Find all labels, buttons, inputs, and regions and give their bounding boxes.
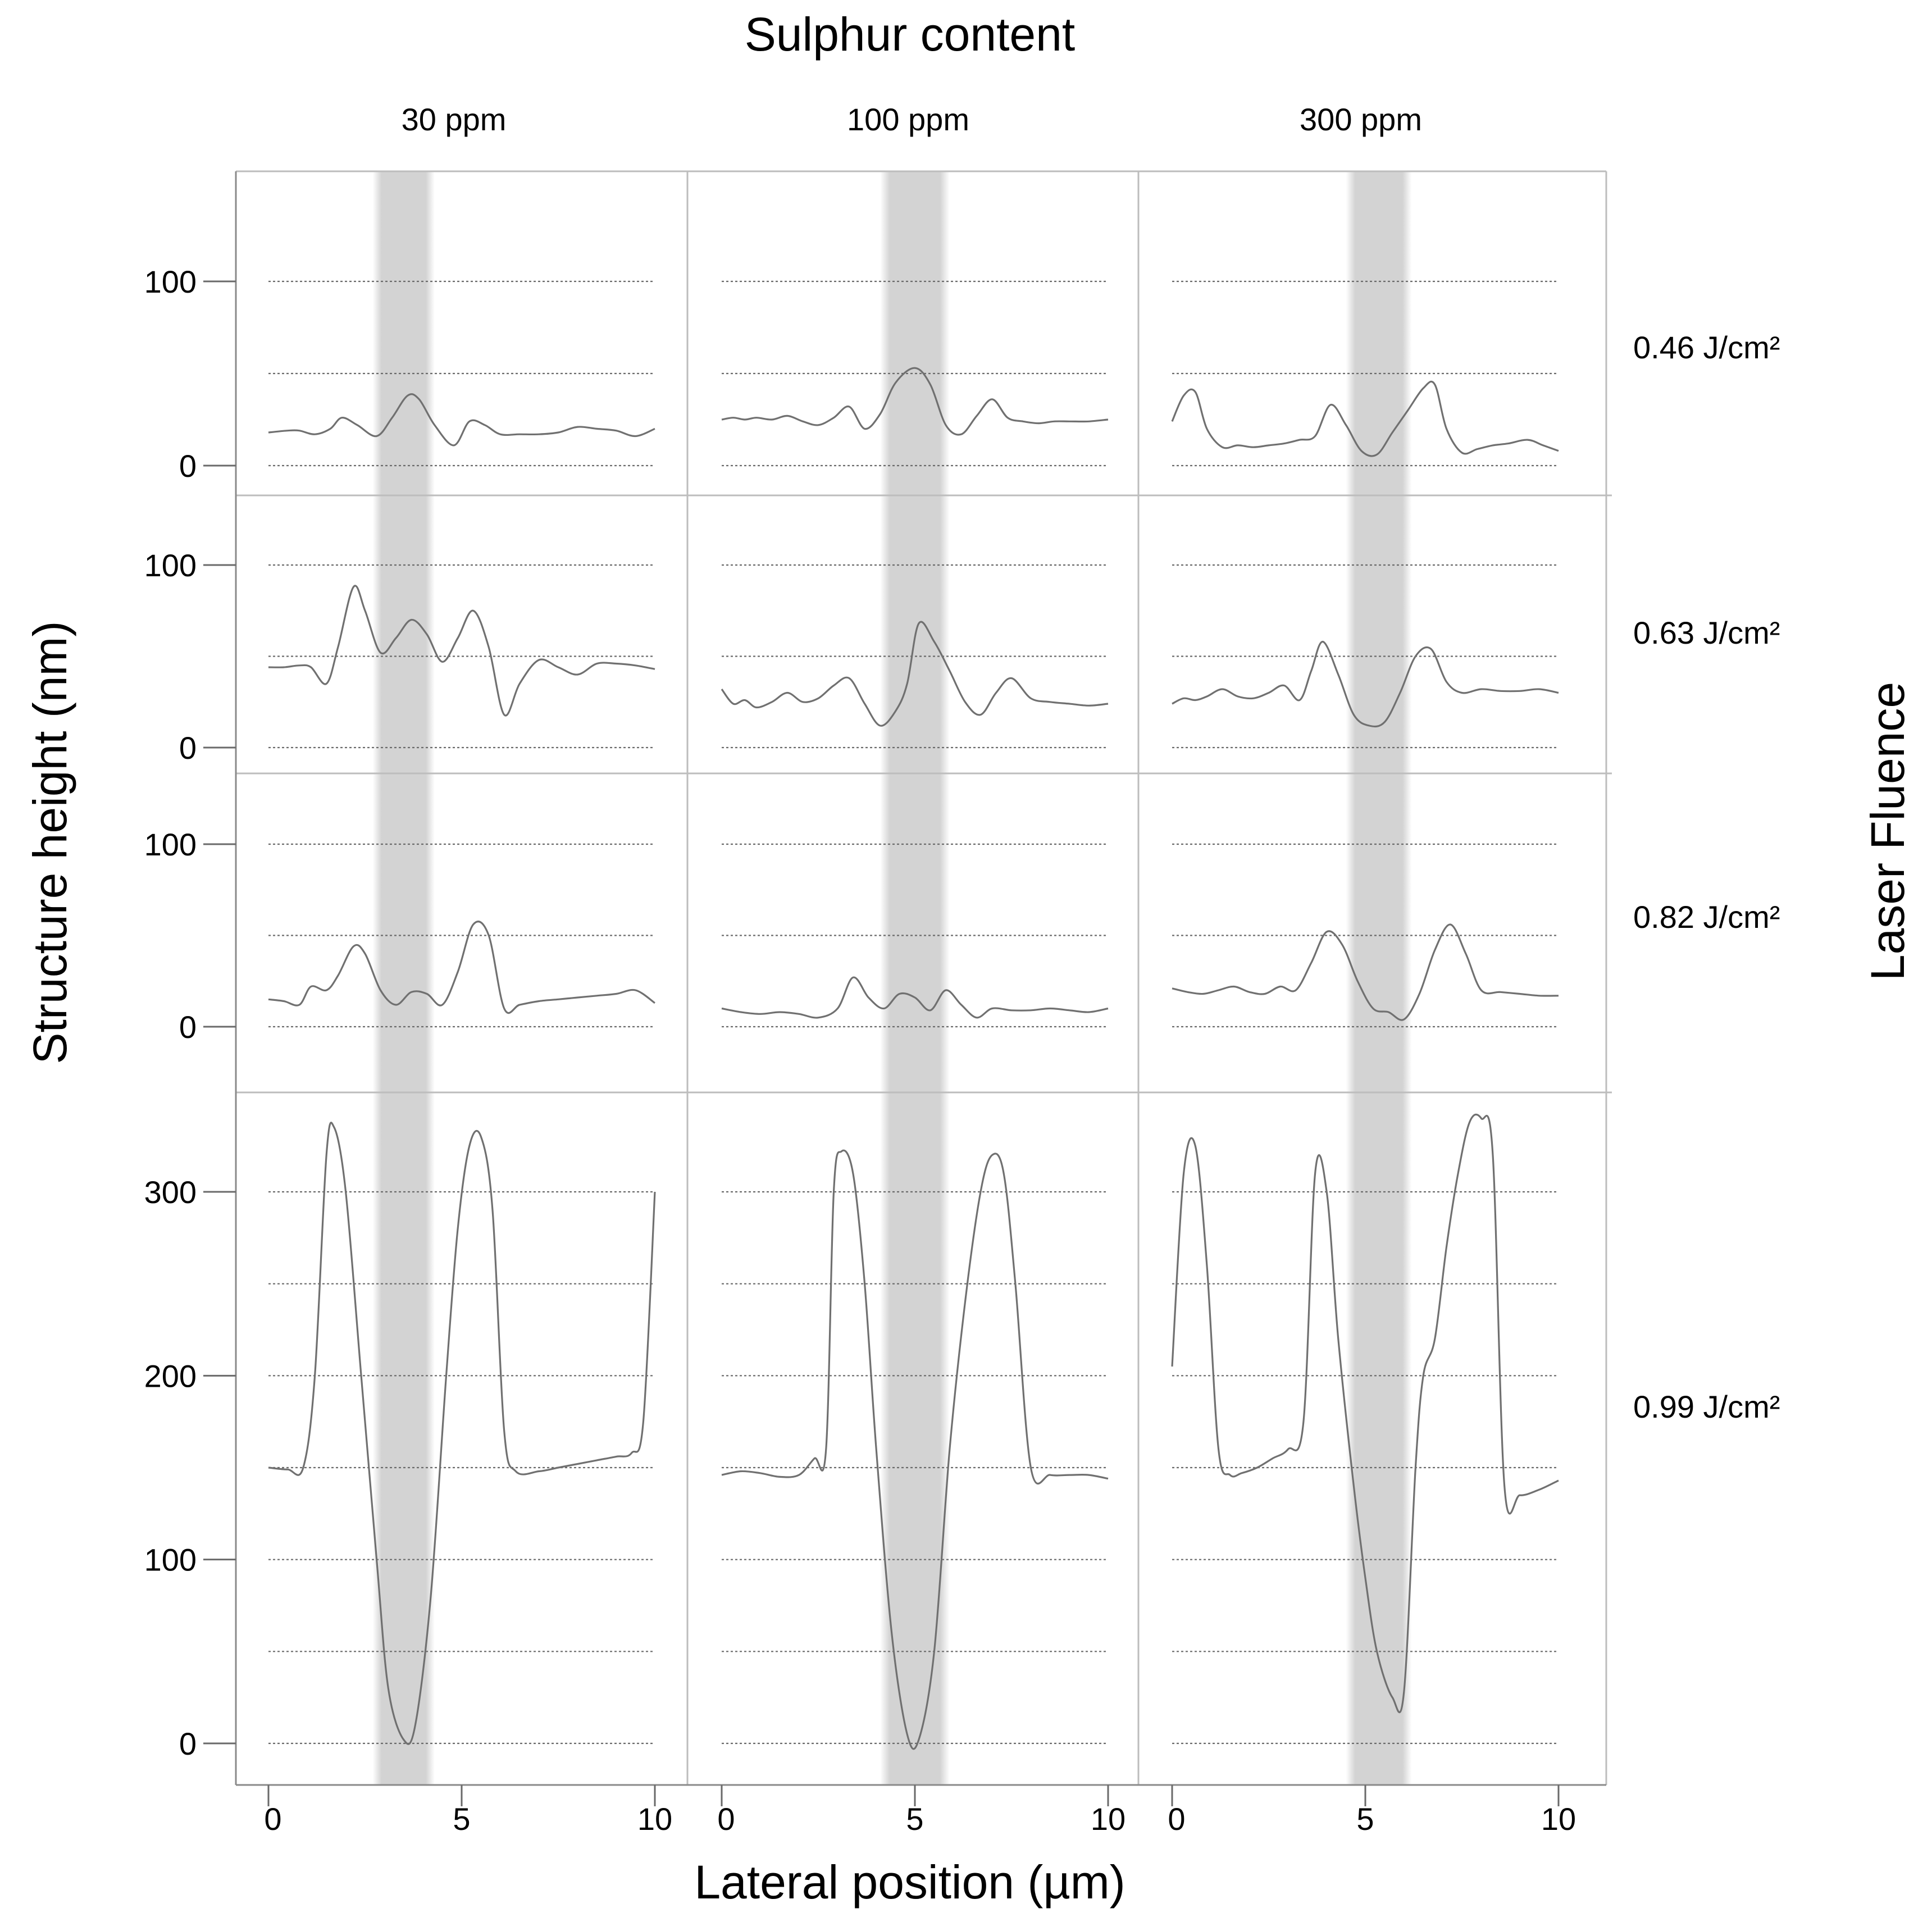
profile-line-r1-c2 xyxy=(721,367,1109,436)
x-tick-label: 10 xyxy=(1091,1801,1126,1837)
row-label: 0.63 J/cm² xyxy=(1633,615,1780,650)
x-tick-label: 0 xyxy=(264,1801,281,1837)
y-tick-label: 100 xyxy=(144,827,197,862)
x-tick-label: 10 xyxy=(637,1801,672,1837)
x-axis-title: Lateral position (µm) xyxy=(694,1856,1125,1909)
y-tick-label: 0 xyxy=(179,1009,197,1045)
y-axis-title: Structure height (nm) xyxy=(24,621,76,1064)
row-label: 0.82 J/cm² xyxy=(1633,899,1780,935)
column-header: 300 ppm xyxy=(1300,102,1422,137)
x-tick-label: 0 xyxy=(717,1801,735,1837)
profile-line-r4-c1 xyxy=(268,1122,656,1745)
column-header: 30 ppm xyxy=(402,102,507,137)
profile-line-r2-c3 xyxy=(1172,640,1559,728)
y-tick-label: 100 xyxy=(144,548,197,583)
col-axis-title: Sulphur content xyxy=(745,8,1075,61)
y-tick-label: 200 xyxy=(144,1358,197,1393)
x-tick-label: 5 xyxy=(906,1801,923,1837)
row-label: 0.99 J/cm² xyxy=(1633,1389,1780,1424)
profile-line-r3-c2 xyxy=(721,976,1109,1019)
x-tick-label: 10 xyxy=(1541,1801,1576,1837)
y-tick-label: 100 xyxy=(144,264,197,299)
y-tick-label: 0 xyxy=(179,730,197,766)
profile-line-r4-c3 xyxy=(1171,1113,1559,1714)
row-label: 0.46 J/cm² xyxy=(1633,330,1780,365)
x-tick-label: 5 xyxy=(453,1801,470,1837)
shaded-band-2 xyxy=(880,171,950,1785)
x-tick-label: 0 xyxy=(1168,1801,1185,1837)
x-tick-label: 5 xyxy=(1356,1801,1374,1837)
shaded-bands xyxy=(372,171,1412,1785)
profile-line-r3-c3 xyxy=(1172,923,1559,1021)
profile-line-r1-c3 xyxy=(1171,380,1559,457)
y-tick-label: 0 xyxy=(179,1726,197,1761)
panel-frame xyxy=(235,170,1612,1785)
y-tick-label: 100 xyxy=(144,1542,197,1578)
profile-line-r2-c2 xyxy=(721,621,1109,727)
y-tick-label: 300 xyxy=(144,1174,197,1210)
gridlines xyxy=(268,280,1559,1745)
shaded-band-1 xyxy=(372,171,435,1785)
panel-labels: 30 ppm 100 ppm 300 ppm 0.46 J/cm² 0.63 J/cm²… xyxy=(402,102,1780,1424)
profile-line-r1-c1 xyxy=(268,393,655,447)
y-tick-label: 0 xyxy=(179,448,197,484)
profile-lines xyxy=(268,367,1559,1750)
profile-line-r3-c1 xyxy=(268,921,655,1014)
row-axis-title: Laser Fluence xyxy=(1861,682,1914,981)
column-header: 100 ppm xyxy=(847,102,969,137)
profile-line-r4-c2 xyxy=(721,1149,1109,1750)
profile-line-r2-c1 xyxy=(268,585,655,717)
